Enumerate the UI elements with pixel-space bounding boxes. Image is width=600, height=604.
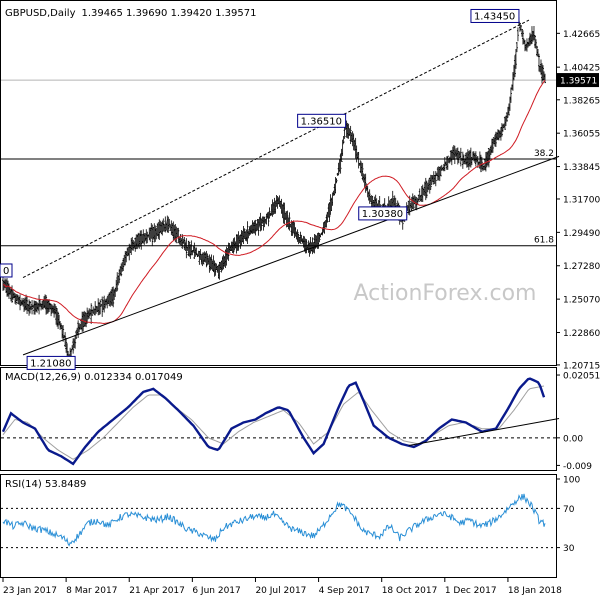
symbol-label: GBPUSD,Daily 1.39465 1.39690 1.39420 1.39…: [5, 8, 256, 19]
price-axis-tick-label: 1.33845: [563, 163, 600, 173]
price-axis-tick-label: 1.36055: [563, 130, 600, 140]
fib-label: 38.2: [534, 149, 554, 159]
price-annotation-box: [470, 8, 520, 23]
price-annotation: 1.36510: [301, 116, 342, 127]
support-trend-line: [22, 155, 560, 356]
fib-label: 61.8: [534, 236, 554, 246]
current-price-box: [557, 73, 599, 88]
x-axis-label: 20 Jul 2017: [255, 586, 306, 596]
price-axis-tick-label: 1.31700: [563, 195, 600, 205]
x-axis-label: 21 Apr 2017: [129, 586, 185, 596]
price-axis-tick-label: 1.25070: [563, 296, 600, 306]
rsi-layer: [1, 493, 556, 549]
current-price-label: 1.39571: [560, 77, 597, 87]
macd-title: MACD(12,26,9) 0.012334 0.017049: [5, 372, 183, 383]
price-annotation-box: [0, 263, 13, 278]
ohlc-text: 1.39465 1.39690 1.39420 1.39571: [82, 8, 257, 19]
price-axis-tick-label: 1.42665: [563, 30, 600, 40]
x-axis-label: 18 Jan 2018: [508, 586, 562, 596]
macd-axis-tick-label: 0.02051: [563, 372, 600, 382]
price-axis-tick-label: 1.40425: [563, 64, 600, 74]
price-annotation-box: [26, 355, 76, 370]
x-axis-label: 6 Jun 2017: [192, 586, 240, 596]
macd-layer: [1, 377, 560, 466]
price-axis-tick-label: 1.38265: [563, 96, 600, 106]
macd-axis-tick-label: 0.00: [563, 434, 583, 444]
rsi-axis-tick-label: 70: [563, 505, 575, 515]
macd-axis-tick-label: -0.009: [563, 462, 592, 472]
price-axis-tick-label: 1.27280: [563, 262, 600, 272]
price-annotation-box: [358, 206, 408, 221]
x-axis-label: 4 Sep 2017: [319, 586, 370, 596]
price-layer: 38.2 61.8 1.43450 1.36510 1.30380 1.21080 0: [0, 8, 560, 370]
price-axis-tick-label: 1.20715: [563, 361, 600, 371]
macd-signal-line: [2, 385, 545, 460]
price-annotation: 1.43450: [474, 11, 515, 22]
price-axis-tick-label: 1.22860: [563, 329, 600, 339]
x-axis-label: 23 Jan 2017: [3, 586, 57, 596]
price-annotation: 1.30380: [362, 209, 403, 220]
axis-layer: 1.42665 1.40425 1.38265 1.36055 1.33845 1.317…: [2, 30, 600, 596]
rsi-title: RSI(14) 53.8489: [5, 479, 86, 490]
price-annotation: 0: [3, 266, 9, 277]
symbol-text: GBPUSD,Daily: [5, 8, 76, 19]
watermark: ActionForex.com: [354, 281, 537, 306]
price-axis-tick-label: 1.29490: [563, 229, 600, 239]
x-axis-label: 8 Mar 2017: [66, 586, 117, 596]
macd-trend-line: [408, 418, 560, 446]
rsi-panel: [0, 474, 557, 578]
rsi-axis-tick-label: 100: [563, 476, 580, 486]
price-annotation-box: [297, 113, 347, 128]
macd-line: [1, 377, 546, 466]
x-axis-label: 1 Dec 2017: [445, 586, 497, 596]
moving-average-line: [2, 79, 546, 325]
rsi-line: [2, 493, 546, 547]
rsi-axis-tick-label: 30: [563, 544, 575, 554]
x-axis-label: 18 Oct 2017: [382, 586, 438, 596]
price-panel: [0, 0, 557, 366]
price-annotation: 1.21080: [30, 358, 71, 369]
